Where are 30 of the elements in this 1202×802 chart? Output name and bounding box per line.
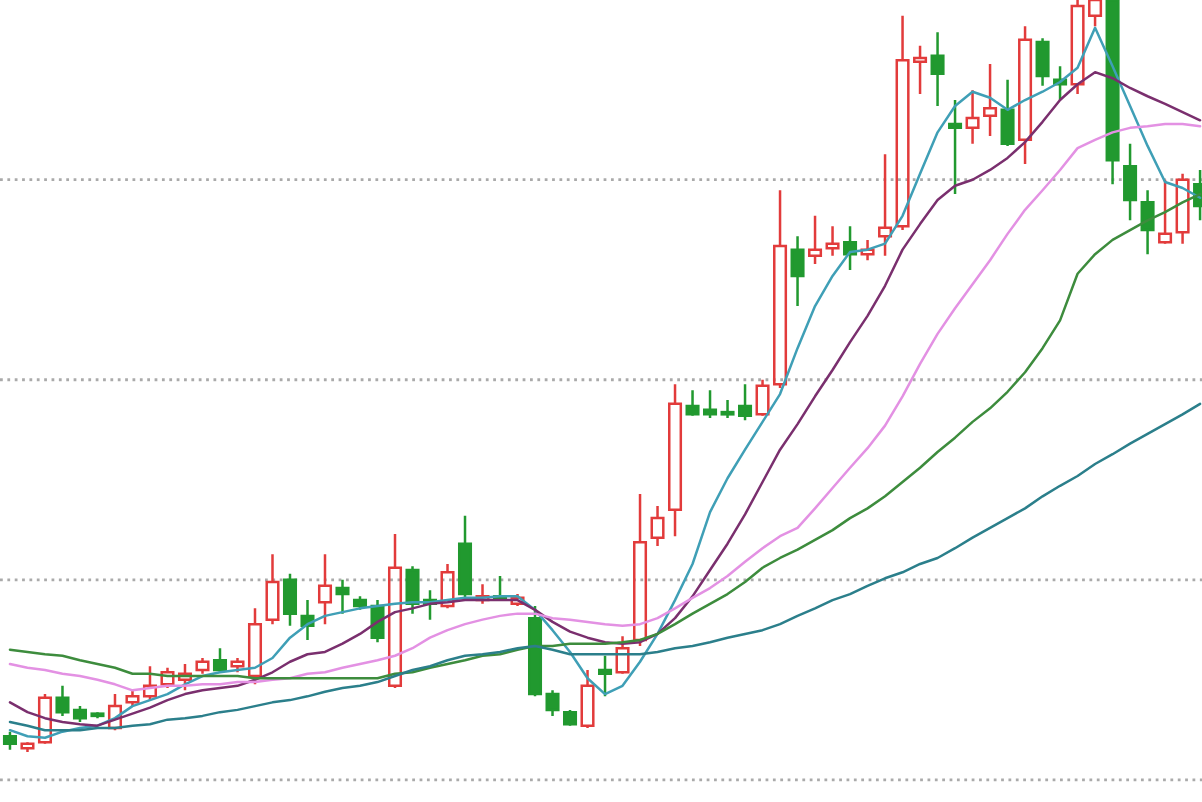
candlestick [825,225,840,257]
candlestick [1140,189,1155,256]
candlestick [195,656,210,676]
candlestick [335,578,350,615]
candlestick [965,88,980,145]
candlestick [1000,78,1015,148]
candlestick [1035,37,1050,87]
candlestick [1158,178,1173,245]
candlestick [598,654,613,698]
candlestick [790,234,805,308]
candlestick [1123,142,1138,222]
candlestick [282,572,298,627]
candlestick [387,532,403,690]
candlestick [440,562,455,610]
candlestick [983,62,998,138]
candlestick [457,514,473,600]
candlestick [1175,172,1190,245]
candlestick [808,214,823,266]
candlestick [1105,0,1120,186]
candlestick [265,552,280,626]
candlestick [930,31,945,108]
candlestick [860,238,875,262]
candlestick [948,98,963,196]
candlestick [1018,25,1033,166]
candlestick [633,492,648,648]
candlestick [580,668,595,730]
candlestick [668,383,683,538]
candlestick [317,552,333,626]
candlestick [878,152,893,257]
candlestick [650,504,665,548]
